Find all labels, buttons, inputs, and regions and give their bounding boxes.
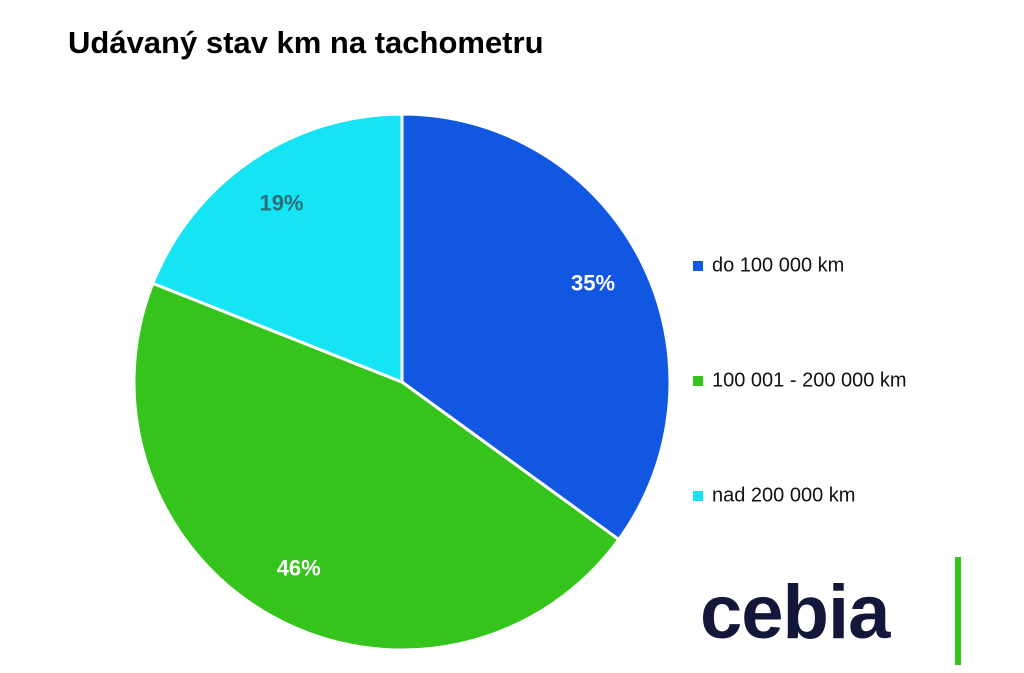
legend-swatch: [693, 491, 703, 501]
data-label: 35%: [571, 270, 615, 295]
logo-bar: [955, 557, 961, 665]
legend-label: do 100 000 km: [712, 254, 844, 276]
legend-label: 100 001 - 200 000 km: [712, 369, 907, 391]
chart-title: Udávaný stav km na tachometru: [68, 25, 544, 60]
legend-swatch: [693, 376, 703, 386]
pie-slice: [400, 112, 672, 542]
data-label: 46%: [277, 556, 321, 581]
pie-slice: [150, 112, 404, 385]
pie-slice: [132, 281, 621, 652]
logo: cebia: [700, 570, 891, 655]
data-label: 19%: [259, 190, 303, 215]
legend-label: nad 200 000 km: [712, 484, 855, 506]
legend-swatch: [693, 261, 703, 271]
